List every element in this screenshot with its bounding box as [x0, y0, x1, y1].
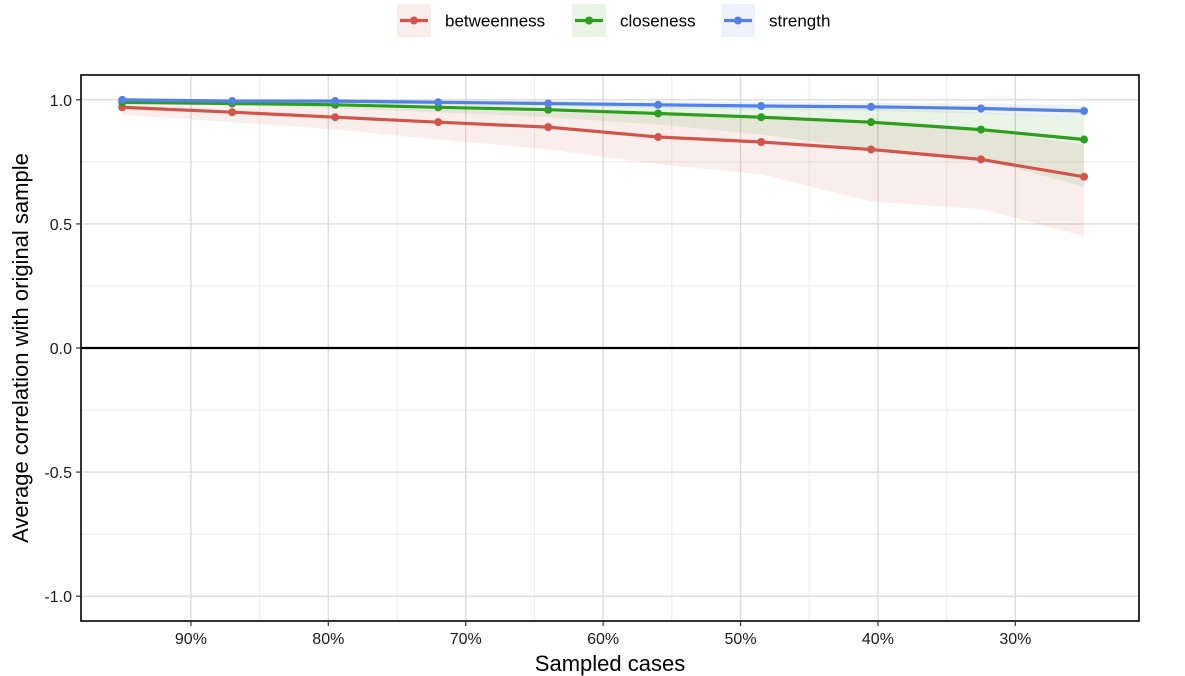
betweenness-point — [1080, 172, 1089, 181]
x-tick-label: 50% — [725, 631, 757, 648]
strength-point — [654, 100, 663, 109]
strength-legend-key-point — [734, 16, 742, 25]
x-tick-label: 70% — [450, 631, 482, 648]
strength-point — [544, 99, 553, 108]
strength-point — [228, 97, 237, 106]
x-tick-label: 30% — [999, 631, 1031, 648]
x-tick-label: 90% — [175, 631, 207, 648]
betweenness-legend-key-point — [410, 16, 418, 25]
closeness-point — [757, 113, 766, 122]
betweenness-point — [544, 123, 553, 132]
y-tick-label: 0.0 — [50, 341, 72, 358]
betweenness-point — [434, 118, 443, 127]
betweenness-point — [757, 138, 766, 147]
y-axis-ticks: 1.0 0.5 0.0 -0.5 -1.0 — [44, 93, 81, 606]
closeness-point — [654, 109, 663, 118]
x-axis-title: Sampled cases — [535, 651, 685, 676]
betweenness-ribbon — [122, 104, 1084, 237]
closeness-line — [122, 100, 1085, 142]
y-tick-label: 0.5 — [50, 217, 72, 234]
closeness-point — [976, 125, 985, 134]
legend: betweenness closeness strength — [397, 4, 830, 37]
strength-ribbon — [122, 99, 1084, 118]
strength-point — [331, 97, 340, 106]
closeness-point — [867, 118, 876, 127]
x-tick-label: 60% — [587, 631, 619, 648]
betweenness-point — [654, 133, 663, 142]
betweenness-point — [331, 113, 340, 122]
series-lines — [122, 98, 1085, 179]
y-axis-title: Average correlation with original sample — [8, 153, 33, 543]
strength-point — [757, 102, 766, 111]
x-tick-label: 80% — [312, 631, 344, 648]
strength-point — [976, 104, 985, 113]
betweenness-point — [867, 145, 876, 154]
strength-point — [434, 98, 443, 107]
betweenness-point — [976, 155, 985, 164]
closeness-legend-key-point — [585, 16, 593, 25]
series-points — [118, 95, 1089, 181]
strength-line — [122, 98, 1085, 113]
closeness-legend-label: closeness — [620, 12, 696, 31]
x-axis-ticks: 90% 80% 70% 60% 50% 40% 30% — [175, 621, 1031, 648]
strength-point — [118, 95, 127, 104]
closeness-point — [544, 105, 553, 114]
x-tick-label: 40% — [862, 631, 894, 648]
betweenness-line — [122, 105, 1085, 179]
betweenness-legend-label: betweenness — [445, 12, 545, 31]
strength-legend-label: strength — [769, 12, 830, 31]
strength-point — [867, 102, 876, 111]
betweenness-point — [228, 108, 237, 117]
y-tick-label: 1.0 — [50, 93, 72, 110]
y-tick-label: -1.0 — [44, 589, 72, 606]
strength-point — [1080, 106, 1089, 115]
y-tick-label: -0.5 — [44, 465, 72, 482]
closeness-point — [1080, 135, 1089, 144]
